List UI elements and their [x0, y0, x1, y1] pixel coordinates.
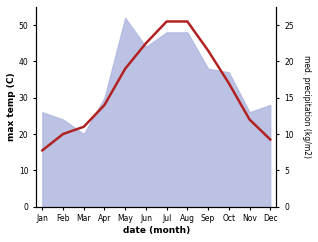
X-axis label: date (month): date (month): [123, 226, 190, 235]
Y-axis label: max temp (C): max temp (C): [7, 73, 16, 141]
Y-axis label: med. precipitation (kg/m2): med. precipitation (kg/m2): [302, 55, 311, 158]
